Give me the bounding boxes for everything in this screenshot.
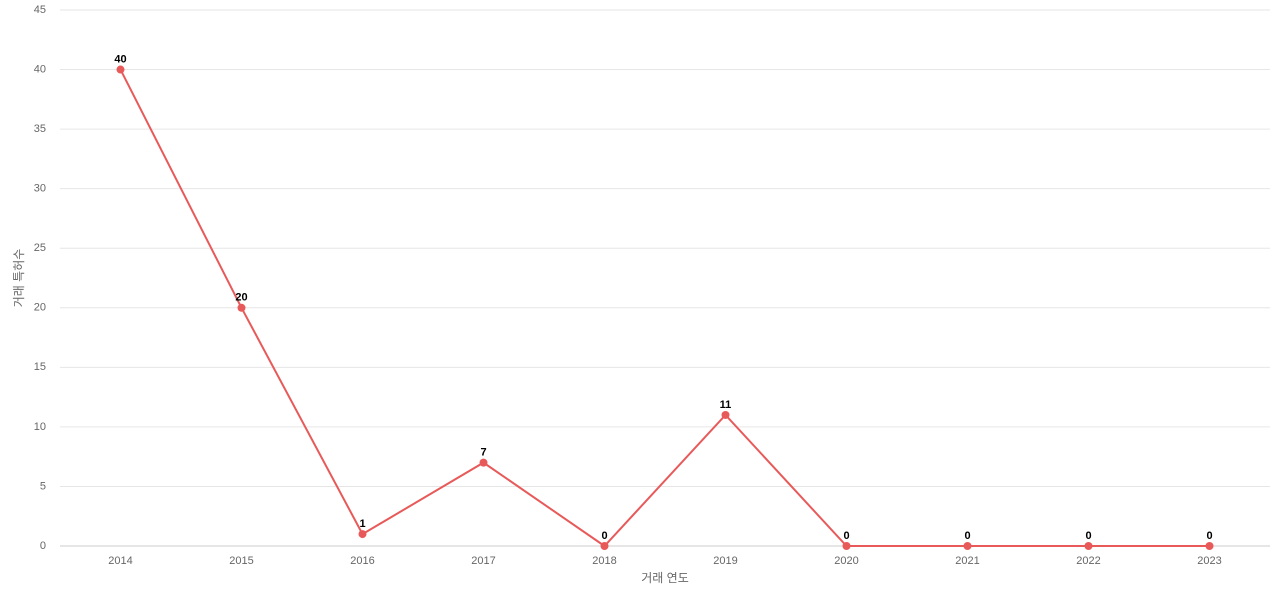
x-tick-label: 2019 xyxy=(713,555,737,567)
value-label: 20 xyxy=(235,292,247,304)
point xyxy=(963,542,972,550)
point xyxy=(358,530,367,539)
y-axis-title: 거래 특허수 xyxy=(12,249,26,308)
x-tick-label: 2018 xyxy=(592,555,616,567)
y-tick-label: 30 xyxy=(34,183,46,195)
x-tick-label: 2017 xyxy=(471,555,495,567)
point xyxy=(1084,542,1093,550)
x-tick-label: 2015 xyxy=(229,555,253,567)
value-label: 0 xyxy=(1206,530,1212,542)
value-label: 7 xyxy=(480,447,486,459)
value-label: 0 xyxy=(601,530,607,542)
value-label: 1 xyxy=(359,518,365,530)
x-tick-label: 2014 xyxy=(108,555,132,567)
x-axis-title: 거래 연도 xyxy=(641,571,689,585)
value-label: 40 xyxy=(114,53,126,65)
y-tick-label: 15 xyxy=(34,361,46,373)
point xyxy=(116,65,125,74)
y-tick-label: 5 xyxy=(40,480,46,492)
point xyxy=(600,542,609,550)
y-tick-label: 40 xyxy=(34,63,46,75)
point xyxy=(842,542,851,550)
y-tick-label: 0 xyxy=(40,540,46,552)
x-tick-label: 2023 xyxy=(1197,555,1221,567)
y-tick-label: 25 xyxy=(34,242,46,254)
y-tick-label: 20 xyxy=(34,302,46,314)
x-tick-label: 2022 xyxy=(1076,555,1100,567)
value-label: 0 xyxy=(964,530,970,542)
x-tick-label: 2016 xyxy=(350,555,374,567)
y-tick-label: 45 xyxy=(34,4,46,16)
y-tick-label: 10 xyxy=(34,421,46,433)
x-tick-label: 2021 xyxy=(955,555,979,567)
point xyxy=(237,303,246,312)
y-tick-label: 35 xyxy=(34,123,46,135)
value-label: 0 xyxy=(1085,530,1091,542)
point xyxy=(479,458,488,467)
value-label: 11 xyxy=(720,399,732,411)
value-label: 0 xyxy=(843,530,849,542)
point xyxy=(721,410,730,419)
x-tick-label: 2020 xyxy=(834,555,858,567)
line xyxy=(119,69,1210,548)
point xyxy=(1205,542,1214,550)
